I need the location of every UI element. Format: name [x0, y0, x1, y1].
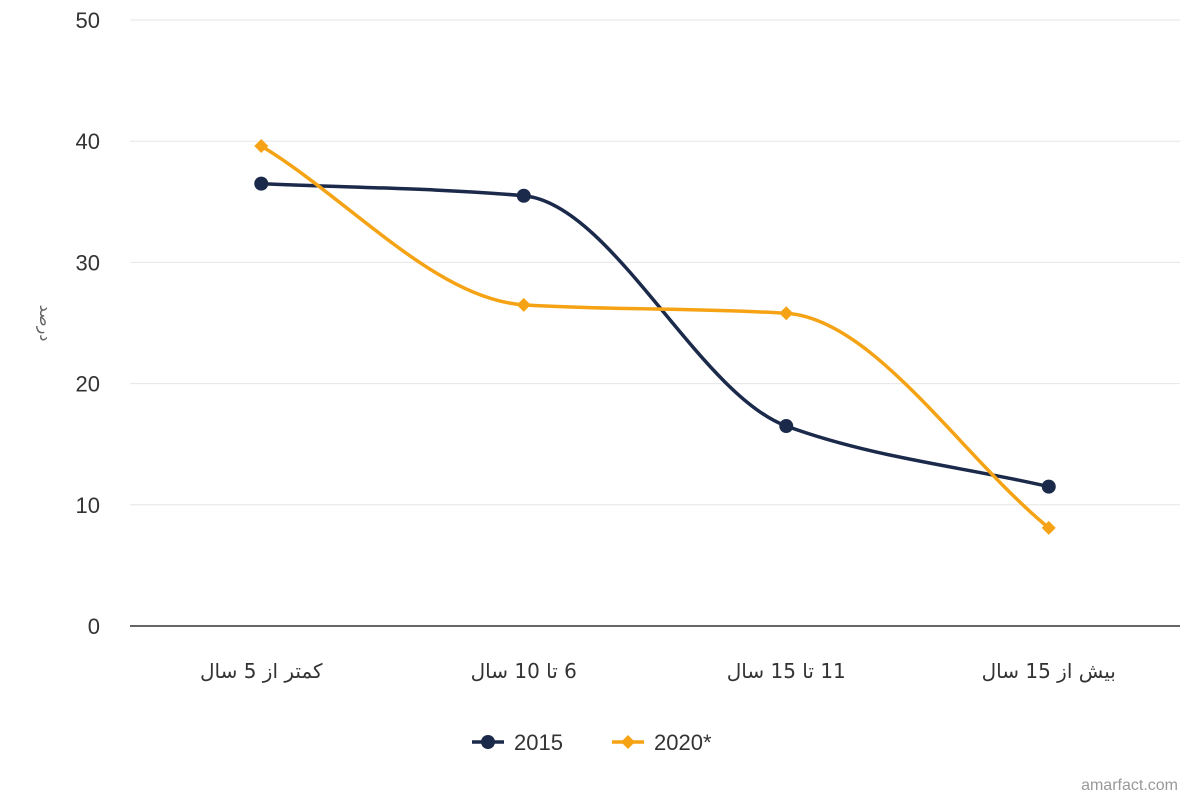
legend-item[interactable]: 2020* — [612, 730, 712, 755]
data-point[interactable] — [516, 188, 531, 203]
series-2020 — [254, 139, 1056, 535]
series-lines — [254, 139, 1056, 535]
y-tick-label: 30 — [76, 250, 100, 275]
y-tick-label: 0 — [88, 614, 100, 639]
data-point[interactable] — [254, 139, 269, 154]
data-point[interactable] — [516, 297, 531, 312]
x-category-label: کمتر از 5 سال — [200, 659, 323, 683]
y-tick-label: 10 — [76, 493, 100, 518]
x-category-label: 6 تا 10 سال — [471, 659, 577, 683]
y-axis-ticks: 0 10 20 30 40 50 — [76, 8, 100, 639]
x-axis-categories: کمتر از 5 سال 6 تا 10 سال 11 تا 15 سال بیش … — [200, 659, 1116, 683]
data-point[interactable] — [1041, 479, 1056, 494]
data-point[interactable] — [779, 306, 794, 321]
legend-label: 2020* — [654, 730, 712, 755]
credit-text: amarfact.com — [1081, 777, 1178, 794]
series-line — [259, 144, 1051, 530]
y-tick-label: 50 — [76, 8, 100, 33]
legend-item[interactable]: 2015 — [472, 730, 563, 755]
y-tick-label: 40 — [76, 129, 100, 154]
data-point[interactable] — [779, 419, 794, 434]
y-tick-label: 20 — [76, 372, 100, 397]
x-category-label: 11 تا 15 سال — [727, 659, 846, 683]
series-2015 — [254, 176, 1056, 494]
data-point[interactable] — [254, 176, 269, 191]
legend[interactable]: 2015 2020* — [472, 730, 712, 755]
x-category-label: بیش از 15 سال — [982, 659, 1116, 683]
y-axis-title: درصد — [35, 305, 55, 342]
gridlines — [130, 19, 1180, 506]
legend-label: 2015 — [514, 730, 563, 755]
series-line — [259, 181, 1051, 489]
legend-marker — [621, 735, 635, 749]
legend-marker — [481, 735, 495, 749]
data-point[interactable] — [1041, 520, 1056, 535]
